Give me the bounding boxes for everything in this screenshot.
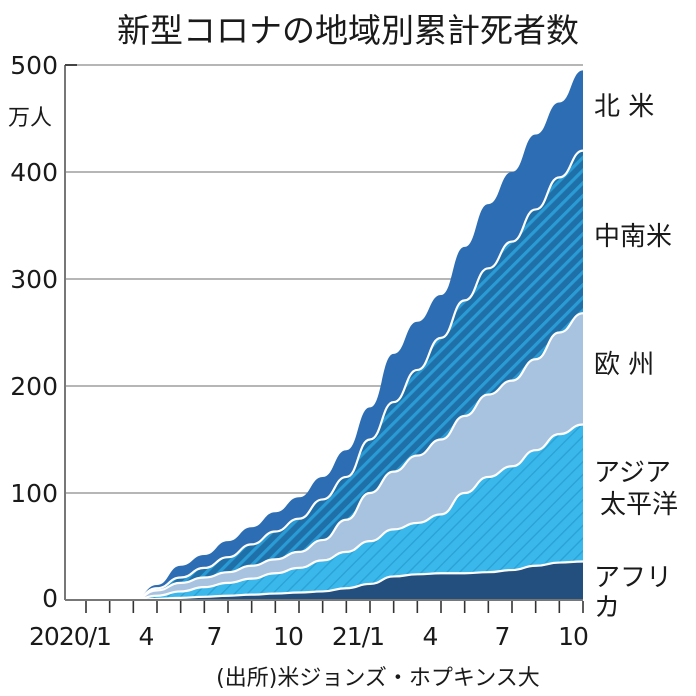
x-tick-2021-7: 7 [494, 622, 511, 651]
label-europe: 欧 州 [594, 350, 655, 380]
y-tick-200: 200 [10, 372, 58, 401]
x-tick-2021-10: 10 [558, 622, 589, 651]
axes [64, 64, 584, 613]
x-tick-2020-1: 2020/1 [29, 622, 112, 651]
y-axis-unit: 万人 [8, 106, 53, 131]
label-latin-america: 中南米 [594, 222, 673, 252]
x-tick-2021-1: 21/1 [331, 622, 385, 651]
x-tick-2020-4: 4 [138, 622, 155, 651]
y-tick-100: 100 [10, 479, 58, 508]
area-africa [133, 561, 584, 600]
area-layers [133, 70, 584, 602]
y-tick-0: 0 [42, 584, 58, 613]
x-tick-2020-7: 7 [206, 622, 223, 651]
area-asia-pacific [133, 424, 584, 600]
chart-title: 新型コロナの地域別累計死者数 [117, 11, 579, 50]
x-tick-2021-4: 4 [422, 622, 439, 651]
y-tick-500: 500 [10, 51, 58, 80]
label-asia-pacific-line2: 太平洋 [600, 490, 679, 520]
label-asia-pacific-line1: アジア [594, 458, 671, 488]
source-note: (出所)米ジョンズ・ホプキンス大 [216, 666, 540, 691]
x-tick-2020-10: 10 [273, 622, 304, 651]
label-africa: アフリカ [594, 563, 673, 623]
y-tick-300: 300 [10, 265, 58, 294]
label-north-america: 北 米 [594, 92, 655, 122]
y-tick-400: 400 [10, 158, 58, 187]
